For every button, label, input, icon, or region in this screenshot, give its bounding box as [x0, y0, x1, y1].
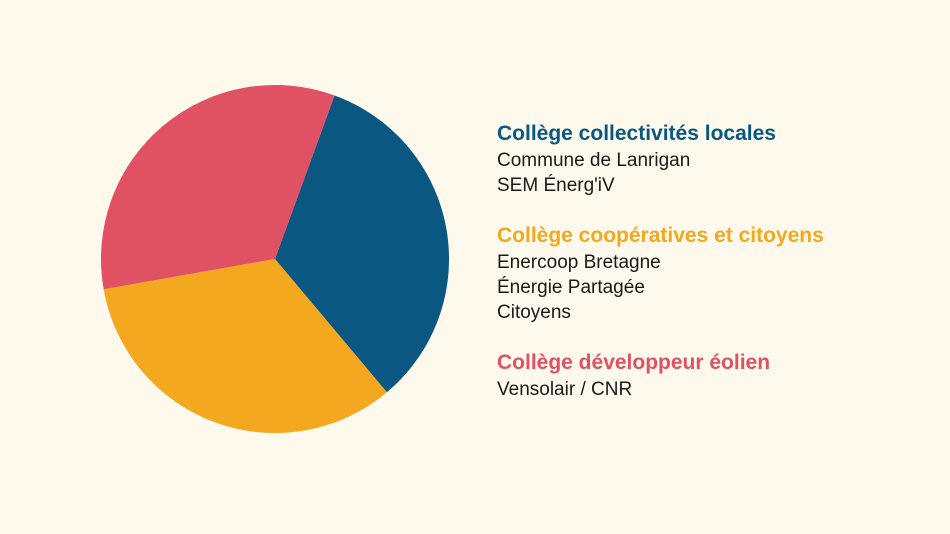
- legend-member: Enercoop Bretagne: [497, 252, 661, 273]
- legend-group-developpeur: Collège développeur éolien Vensolair / C…: [497, 349, 927, 402]
- legend-group-title: Collège collectivités locales: [497, 122, 776, 145]
- legend-group-title: Collège développeur éolien: [497, 351, 771, 374]
- pie-slice: [275, 95, 450, 393]
- legend-group-title: Collège coopératives et citoyens: [497, 224, 824, 247]
- pie-slice: [103, 259, 387, 433]
- legend-member: Citoyens: [497, 302, 571, 323]
- legend-group-cooperatives: Collège coopératives et citoyens Enercoo…: [497, 222, 927, 325]
- legend-group-collectivites: Collège collectivités locales Commune de…: [497, 120, 927, 198]
- legend-member: Vensolair / CNR: [497, 379, 633, 400]
- legend-member: Énergie Partagée: [497, 277, 645, 298]
- legend-member: Commune de Lanrigan: [497, 150, 691, 171]
- legend-member: SEM Énerg'iV: [497, 175, 615, 196]
- legend: Collège collectivités locales Commune de…: [497, 120, 927, 426]
- pie-slice: [101, 84, 335, 290]
